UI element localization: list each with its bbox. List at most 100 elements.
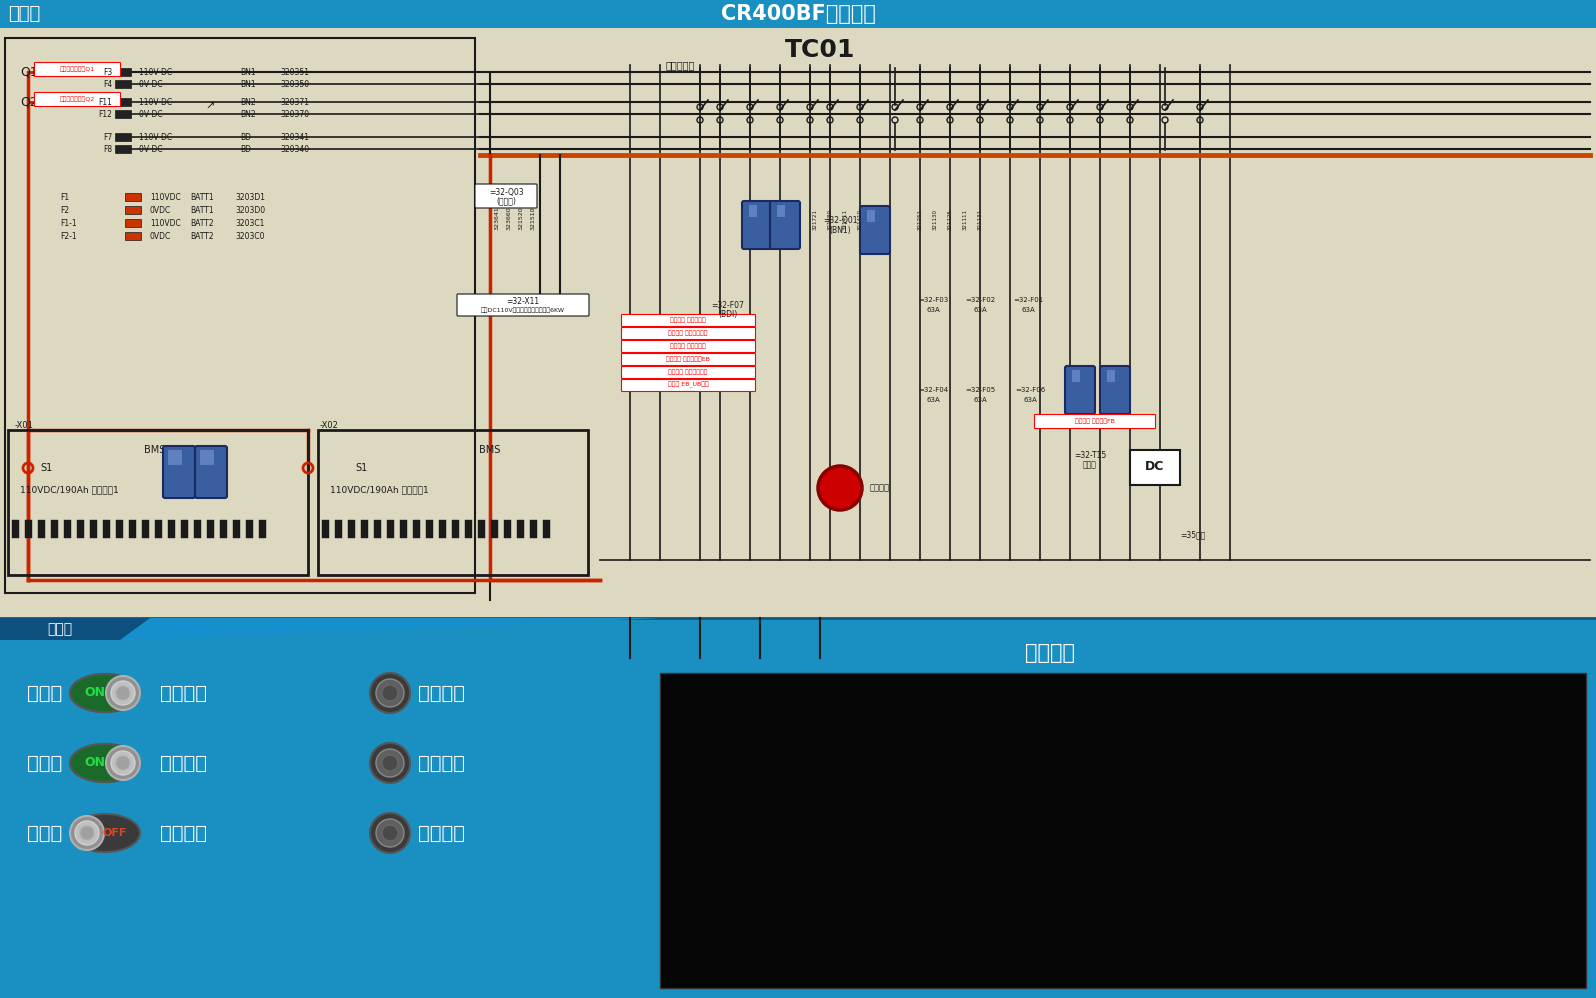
- Text: 63A: 63A: [926, 397, 940, 403]
- Bar: [464, 520, 472, 538]
- Text: 操作记录: 操作记录: [1025, 643, 1076, 663]
- Bar: [0, 618, 1596, 998]
- Text: =32-F07: =32-F07: [712, 300, 744, 309]
- Text: =32-F02: =32-F02: [966, 297, 994, 303]
- Text: 321125: 321125: [948, 209, 953, 230]
- Bar: [13, 520, 19, 538]
- Text: 磁式滤: 磁式滤: [1084, 460, 1096, 469]
- Bar: [115, 133, 131, 141]
- Ellipse shape: [70, 674, 140, 712]
- Text: 320351: 320351: [279, 68, 310, 77]
- Text: 补充功能 磁式滤波FB: 补充功能 磁式滤波FB: [1076, 418, 1116, 424]
- Text: BATT1: BATT1: [190, 193, 214, 202]
- Text: 110V DC: 110V DC: [139, 133, 172, 142]
- Circle shape: [370, 813, 410, 853]
- Text: 车下供电线: 车下供电线: [666, 60, 694, 70]
- FancyBboxPatch shape: [1100, 366, 1130, 414]
- Text: (BN1): (BN1): [830, 226, 851, 235]
- Text: F11: F11: [97, 98, 112, 107]
- Text: 321520: 321520: [519, 207, 523, 230]
- Polygon shape: [120, 618, 661, 640]
- Text: 320370: 320370: [279, 110, 310, 119]
- Bar: [115, 110, 131, 118]
- Text: 110VDC/190Ah 电池系统1: 110VDC/190Ah 电池系统1: [21, 485, 118, 494]
- Text: F2: F2: [61, 206, 69, 215]
- Text: 重启引擎: 重启引擎: [418, 684, 464, 703]
- FancyBboxPatch shape: [742, 201, 772, 249]
- Text: =32-T15: =32-T15: [1074, 450, 1106, 459]
- Bar: [246, 520, 254, 538]
- Text: =32-Q03: =32-Q03: [488, 188, 523, 197]
- Text: BN2: BN2: [239, 110, 255, 119]
- Bar: [1130, 450, 1179, 485]
- Bar: [335, 520, 342, 538]
- Bar: [413, 520, 420, 538]
- Bar: [51, 520, 57, 538]
- Bar: [124, 193, 140, 201]
- Text: 流电压: 流电压: [27, 684, 62, 703]
- Bar: [180, 520, 188, 538]
- Bar: [168, 520, 176, 538]
- Text: 3203D1: 3203D1: [235, 193, 265, 202]
- Bar: [124, 232, 140, 240]
- Text: 63A: 63A: [974, 307, 986, 313]
- Text: 321480: 321480: [827, 209, 833, 230]
- Text: 110VDC: 110VDC: [150, 219, 180, 228]
- Text: Q2: Q2: [21, 96, 38, 109]
- Circle shape: [80, 826, 94, 840]
- Bar: [5, 38, 476, 593]
- Bar: [361, 520, 369, 538]
- Text: (BDI): (BDI): [718, 310, 737, 319]
- Bar: [452, 520, 460, 538]
- FancyBboxPatch shape: [621, 327, 755, 339]
- Bar: [373, 520, 381, 538]
- Bar: [661, 673, 1586, 988]
- Circle shape: [370, 673, 410, 713]
- Text: BATT1: BATT1: [190, 206, 214, 215]
- Text: F8: F8: [102, 145, 112, 154]
- Text: 321410: 321410: [857, 209, 862, 230]
- FancyBboxPatch shape: [195, 446, 227, 498]
- Circle shape: [377, 819, 404, 847]
- Circle shape: [117, 686, 129, 700]
- Bar: [129, 520, 136, 538]
- Text: =32-F05: =32-F05: [966, 387, 994, 393]
- Text: 321251: 321251: [918, 209, 922, 230]
- Text: 教师机: 教师机: [48, 622, 72, 636]
- Ellipse shape: [70, 744, 140, 782]
- Text: 3203C0: 3203C0: [235, 232, 265, 241]
- Text: 63A: 63A: [1021, 307, 1034, 313]
- Text: 63A: 63A: [926, 307, 940, 313]
- Bar: [749, 205, 757, 217]
- Bar: [124, 206, 140, 214]
- FancyBboxPatch shape: [35, 63, 121, 77]
- FancyBboxPatch shape: [621, 314, 755, 326]
- Text: =32-X11: =32-X11: [506, 296, 539, 305]
- Text: BD: BD: [239, 145, 251, 154]
- FancyBboxPatch shape: [769, 201, 800, 249]
- Text: 320340: 320340: [279, 145, 310, 154]
- Text: =35单位: =35单位: [1179, 531, 1205, 540]
- Bar: [195, 520, 201, 538]
- Text: -X01: -X01: [14, 421, 34, 430]
- Text: 321411: 321411: [843, 209, 847, 230]
- Text: S1: S1: [40, 463, 53, 473]
- Bar: [207, 520, 214, 538]
- Text: BN1: BN1: [239, 80, 255, 89]
- Circle shape: [112, 751, 136, 775]
- FancyBboxPatch shape: [621, 366, 755, 378]
- Text: 自动运行: 自动运行: [160, 753, 207, 772]
- Text: Q1: Q1: [21, 66, 38, 79]
- Bar: [477, 520, 485, 538]
- Text: 安全门控 门驱动电路: 安全门控 门驱动电路: [670, 317, 705, 322]
- Bar: [530, 520, 536, 538]
- Circle shape: [377, 749, 404, 777]
- Circle shape: [381, 825, 397, 841]
- Bar: [1108, 370, 1116, 382]
- Bar: [426, 520, 433, 538]
- Text: CR400BF全车电路: CR400BF全车电路: [720, 4, 876, 24]
- Text: BMS: BMS: [144, 445, 166, 455]
- Bar: [64, 520, 70, 538]
- Text: 0VDC: 0VDC: [150, 232, 171, 241]
- Bar: [439, 520, 445, 538]
